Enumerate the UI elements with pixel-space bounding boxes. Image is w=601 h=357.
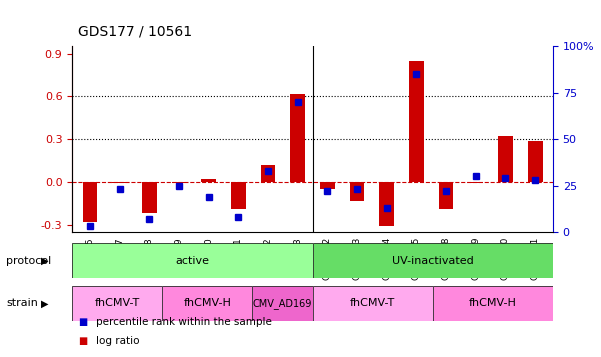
FancyBboxPatch shape: [313, 286, 433, 321]
Bar: [409, 61, 424, 182]
Bar: [142, 182, 157, 213]
FancyBboxPatch shape: [72, 286, 162, 321]
Bar: [528, 141, 543, 182]
FancyBboxPatch shape: [313, 243, 553, 278]
Text: active: active: [175, 256, 209, 266]
Bar: [439, 182, 454, 209]
Bar: [350, 182, 364, 201]
Text: fhCMV-H: fhCMV-H: [469, 298, 517, 308]
Bar: [320, 182, 335, 189]
Text: fhCMV-H: fhCMV-H: [183, 298, 231, 308]
Text: ■: ■: [78, 336, 87, 346]
Bar: [231, 182, 246, 209]
Bar: [498, 136, 513, 182]
Text: protocol: protocol: [6, 256, 51, 266]
Text: CMV_AD169: CMV_AD169: [253, 298, 312, 309]
Text: ▶: ▶: [41, 298, 49, 308]
Text: ▶: ▶: [41, 256, 49, 266]
FancyBboxPatch shape: [433, 286, 553, 321]
Text: ■: ■: [78, 317, 87, 327]
Bar: [468, 182, 483, 183]
Text: UV-inactivated: UV-inactivated: [392, 256, 474, 266]
Bar: [290, 94, 305, 182]
Text: percentile rank within the sample: percentile rank within the sample: [96, 317, 272, 327]
Bar: [171, 182, 186, 183]
Bar: [112, 182, 127, 183]
Text: GDS177 / 10561: GDS177 / 10561: [78, 25, 192, 39]
Text: fhCMV-T: fhCMV-T: [350, 298, 395, 308]
Text: log ratio: log ratio: [96, 336, 139, 346]
FancyBboxPatch shape: [72, 243, 313, 278]
Bar: [261, 165, 275, 182]
Text: fhCMV-T: fhCMV-T: [94, 298, 140, 308]
FancyBboxPatch shape: [162, 286, 252, 321]
FancyBboxPatch shape: [252, 286, 313, 321]
Bar: [379, 182, 394, 226]
Text: strain: strain: [6, 298, 38, 308]
Bar: [82, 182, 97, 222]
Bar: [201, 179, 216, 182]
